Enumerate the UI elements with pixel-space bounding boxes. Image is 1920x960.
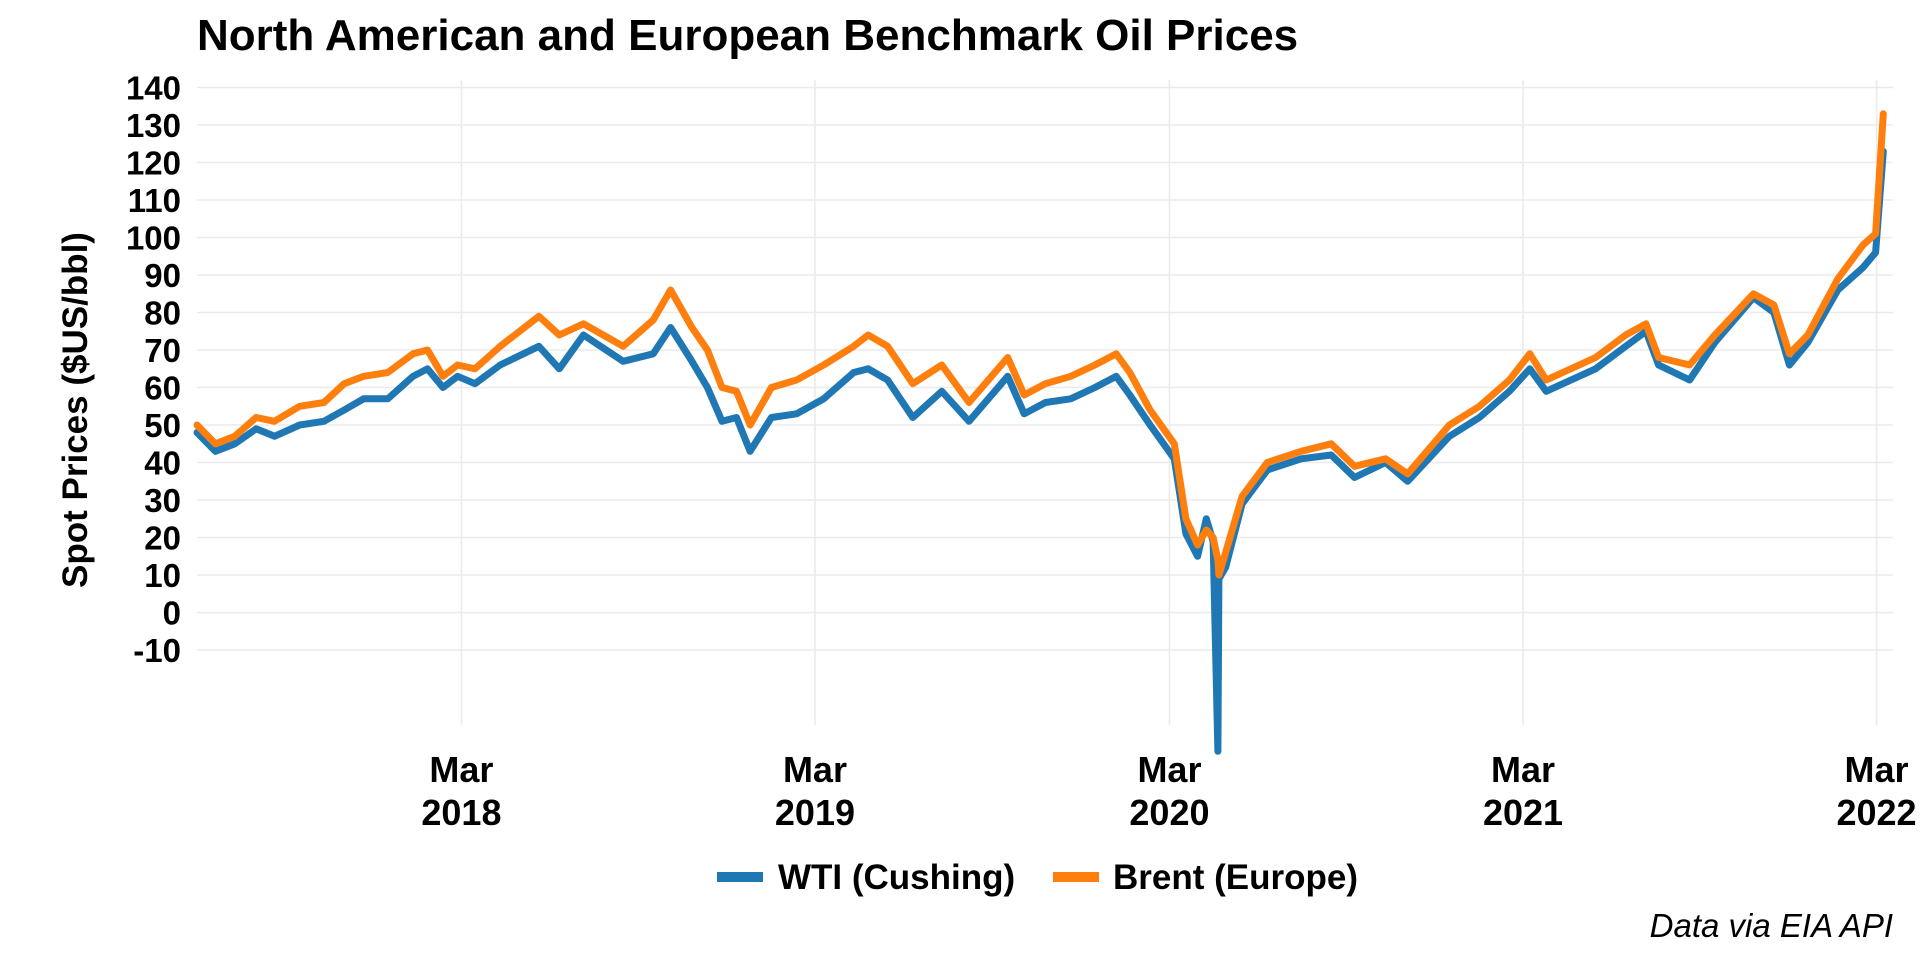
x-tick-year: 2021	[1483, 792, 1563, 833]
x-tick-year: 2018	[421, 792, 501, 833]
y-tick-label: 110	[128, 182, 181, 219]
y-tick-label: 130	[126, 107, 181, 144]
x-tick-year: 2020	[1129, 792, 1209, 833]
y-tick-label: 10	[144, 557, 181, 594]
x-tick-month: Mar	[1137, 749, 1201, 790]
x-tick-month: Mar	[1491, 749, 1555, 790]
data-source-caption: Data via EIA API	[1650, 907, 1893, 944]
y-tick-label: 140	[126, 70, 181, 107]
y-tick-label: 20	[144, 520, 181, 557]
legend-label: Brent (Europe)	[1113, 858, 1358, 897]
x-tick-year: 2019	[775, 792, 855, 833]
series-line-wti	[193, 147, 1887, 755]
y-tick-label: 90	[144, 257, 181, 294]
y-tick-label: 40	[144, 445, 181, 482]
y-tick-label: 50	[144, 407, 181, 444]
x-tick-month: Mar	[783, 749, 847, 790]
y-tick-label: 30	[144, 482, 181, 519]
y-tick-label: 60	[144, 370, 181, 407]
y-tick-label: 120	[126, 145, 181, 182]
legend: WTI (Cushing) Brent (Europe)	[717, 858, 1358, 897]
y-tick-label: 70	[144, 332, 181, 369]
y-tick-label: 80	[144, 295, 181, 332]
series-layer	[193, 110, 1887, 755]
y-tick-label: -10	[133, 632, 181, 669]
chart-title: North American and European Benchmark Oi…	[197, 11, 1298, 60]
y-tick-label: 0	[163, 595, 181, 632]
legend-label: WTI (Cushing)	[778, 858, 1015, 897]
x-tick-month: Mar	[429, 749, 493, 790]
y-axis-label: Spot Prices ($US/bbl)	[56, 232, 95, 588]
y-tick-label: 100	[126, 220, 181, 257]
x-tick-year: 2022	[1836, 792, 1916, 833]
x-tick-month: Mar	[1845, 749, 1909, 790]
series-line-brent	[193, 110, 1887, 579]
